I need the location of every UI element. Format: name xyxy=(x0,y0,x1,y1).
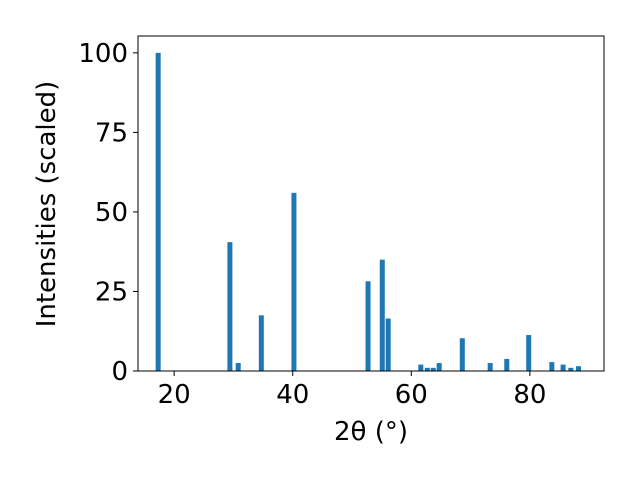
x-tick-label: 80 xyxy=(513,380,546,410)
x-tick-label: 20 xyxy=(158,380,191,410)
y-axis-label: Intensities (scaled) xyxy=(32,81,62,328)
bar xyxy=(549,362,555,371)
x-tick-label: 60 xyxy=(395,380,428,410)
plot-frame xyxy=(137,35,605,372)
bar xyxy=(365,281,371,371)
bar xyxy=(291,192,297,371)
bar xyxy=(430,367,436,371)
bar xyxy=(436,363,442,371)
bar xyxy=(526,335,532,371)
bar xyxy=(560,364,566,371)
bar xyxy=(235,363,241,371)
x-tick-label: 40 xyxy=(276,380,309,410)
bar xyxy=(385,318,391,371)
y-tick-label: 100 xyxy=(78,39,128,69)
bar xyxy=(576,366,582,371)
y-tick-label: 50 xyxy=(95,198,128,228)
bar xyxy=(568,367,574,371)
bar xyxy=(459,338,465,371)
bar xyxy=(227,242,233,371)
bar xyxy=(379,259,385,371)
bar xyxy=(504,358,510,371)
y-tick-label: 75 xyxy=(95,118,128,148)
x-axis-label: 2θ (°) xyxy=(334,417,408,447)
bar xyxy=(155,52,161,371)
y-tick-label: 0 xyxy=(111,357,128,387)
bar xyxy=(418,364,424,371)
bar xyxy=(487,363,493,371)
bar xyxy=(424,367,430,371)
y-tick-label: 25 xyxy=(95,277,128,307)
bar xyxy=(258,315,264,371)
